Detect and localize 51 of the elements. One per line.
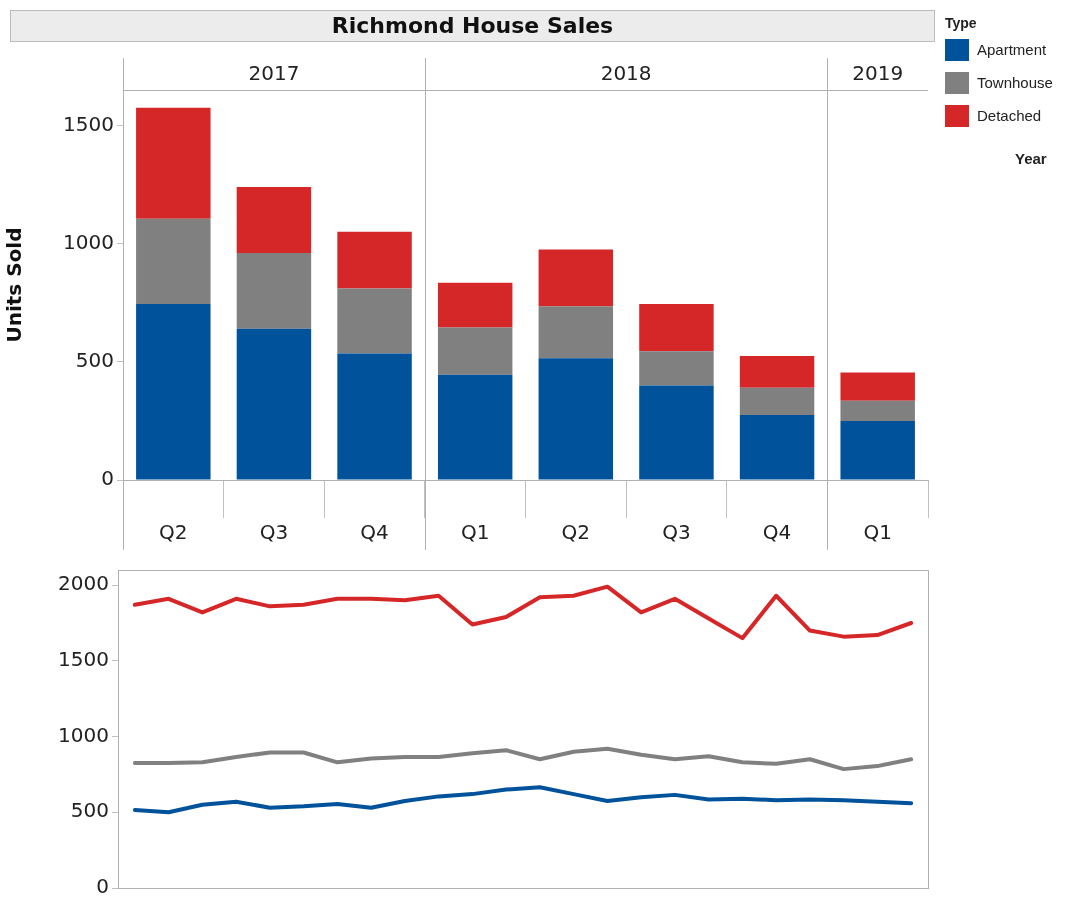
bar [136, 218, 211, 304]
chart-title: Richmond House Sales [10, 10, 935, 42]
legend-label: Detached [977, 107, 1042, 124]
bar [437, 327, 513, 375]
text: Year [1015, 150, 1047, 167]
y-tick-label: 2000 [58, 571, 109, 596]
bar [840, 420, 915, 480]
y-tick-label: 500 [75, 348, 114, 373]
bar [639, 351, 714, 386]
bar [437, 282, 513, 328]
y-tick-label: 1000 [58, 722, 109, 747]
bar [538, 249, 614, 307]
x-tick-label: Q1 [863, 520, 892, 545]
bar [437, 374, 513, 480]
bar [236, 253, 312, 329]
bar [136, 107, 211, 219]
x-tick-label: Q3 [662, 520, 691, 545]
y-tick-label: 1500 [63, 111, 114, 136]
legend-label: Townhouse [977, 74, 1053, 91]
text: 2019 [852, 61, 904, 86]
text: 2018 [600, 61, 652, 86]
bar [538, 358, 614, 480]
bar [639, 385, 714, 480]
y-tick-label: 0 [101, 466, 114, 491]
y-tick-label: 1000 [63, 229, 114, 254]
bar [337, 288, 412, 354]
text: 2017 [248, 61, 300, 86]
x-tick-label: Q4 [762, 520, 792, 545]
x-tick-label: Q2 [561, 520, 591, 545]
legend-title: Type [945, 15, 978, 31]
bar [639, 303, 714, 352]
bar [337, 353, 412, 480]
y-tick-label: 500 [70, 798, 109, 823]
y-tick-label: 1500 [58, 647, 109, 672]
y-tick-label: 0 [96, 874, 109, 899]
bar [739, 387, 815, 415]
bar [236, 328, 312, 480]
legend-label: Apartment [977, 41, 1047, 58]
bar [337, 231, 412, 289]
bar [538, 306, 614, 359]
x-tick-label: Q2 [159, 520, 188, 545]
x-tick-label: Q1 [460, 520, 490, 545]
bar [739, 355, 815, 388]
bar [840, 400, 915, 421]
bar [236, 186, 312, 254]
x-tick-label: Q4 [360, 520, 389, 545]
bar [840, 372, 915, 401]
x-tick-label: Q3 [259, 520, 289, 545]
bar [739, 415, 815, 480]
bar [136, 303, 211, 480]
y-axis-title: Units Sold [2, 227, 27, 343]
